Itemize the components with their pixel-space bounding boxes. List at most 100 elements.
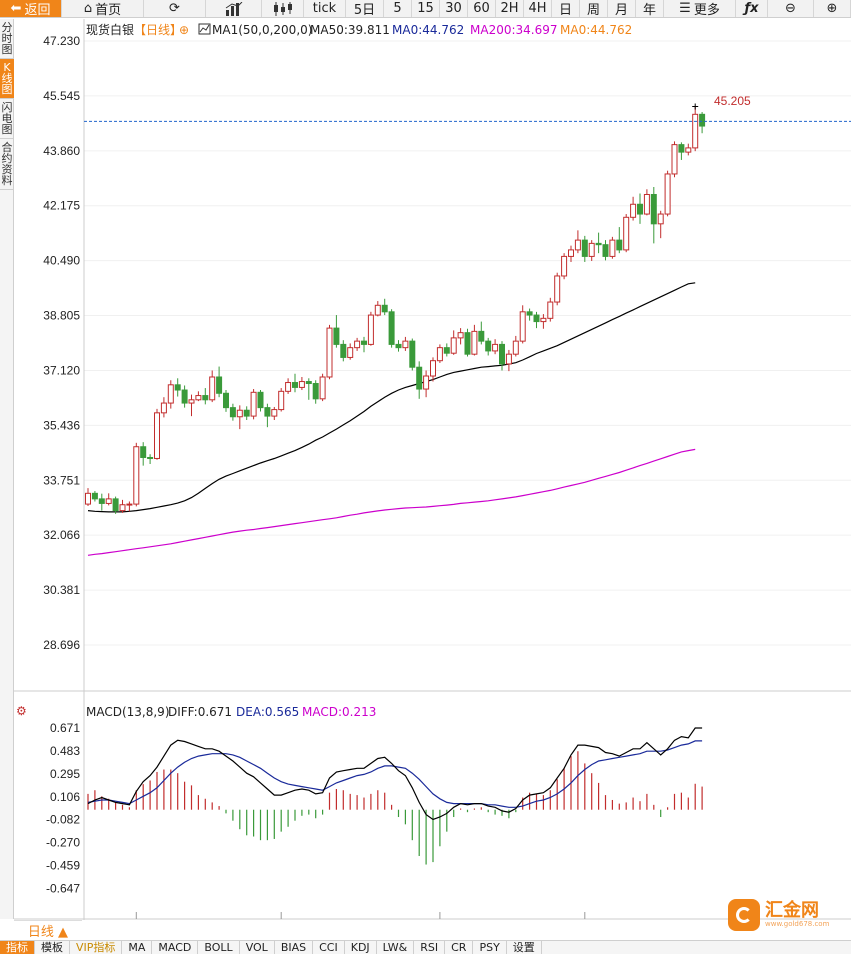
legend-period[interactable]: 【日线】	[134, 23, 182, 37]
tab-ma[interactable]: MA	[122, 941, 153, 954]
legend-ma200: MA200:34.697	[470, 23, 558, 37]
tab-rsi[interactable]: RSI	[414, 941, 446, 954]
price-tick-label: 47.230	[43, 34, 80, 48]
more-label: 更多	[693, 3, 720, 18]
candle-body-up	[519, 311, 526, 342]
tab-kdj[interactable]: KDJ	[345, 941, 377, 954]
tab-bias[interactable]: BIAS	[275, 941, 314, 954]
candle	[326, 324, 333, 380]
formula-button[interactable]: ƒx	[736, 0, 768, 17]
candle	[126, 501, 133, 512]
candle-body-up	[512, 340, 519, 355]
candle-body-down	[499, 343, 505, 365]
tab-macd[interactable]: MACD	[152, 941, 199, 954]
candle	[188, 394, 195, 417]
side-tab-timeshare[interactable]: 分时图	[0, 19, 14, 59]
candle-body-up	[623, 216, 630, 251]
last-price-label: 45.205	[714, 94, 751, 108]
candle	[367, 311, 374, 346]
chart-type-button[interactable]	[206, 0, 262, 17]
fx-icon: ƒx	[744, 1, 759, 16]
side-tab-contract[interactable]: 合约资料	[0, 139, 14, 190]
period-30-button[interactable]: 30	[440, 0, 468, 17]
candle	[416, 361, 423, 399]
candle	[423, 370, 430, 398]
home-button[interactable]: ⌂ 首页	[62, 0, 144, 18]
macd-tick-label: -0.459	[46, 859, 80, 873]
indicator-chart-icon-line	[199, 24, 210, 33]
tab-vol[interactable]: VOL	[240, 941, 275, 954]
period-4h-button[interactable]: 4H	[524, 0, 552, 17]
candle	[499, 341, 505, 371]
tab-lw[interactable]: LW&	[377, 941, 415, 954]
period-15-button[interactable]: 15	[412, 0, 440, 17]
tab-boll[interactable]: BOLL	[198, 941, 240, 954]
macd-legend: ⚙ MACD(13,8,9) DIFF:0.671 DEA:0.565 MACD…	[16, 704, 376, 719]
tab-vip-indicator[interactable]: VIP指标	[70, 941, 123, 954]
watermark-logo-icon	[728, 899, 760, 931]
more-button[interactable]: ☰ 更多	[664, 0, 736, 18]
chart-area[interactable]: 47.230 45.545 43.860 42.175 40.490 38.805 37.1…	[0, 19, 851, 920]
candle-body-down	[650, 193, 657, 225]
tab-template[interactable]: 模板	[35, 941, 70, 954]
candle-body-down	[388, 311, 395, 345]
zoom-in-button[interactable]: ⊕	[814, 0, 851, 17]
candle	[657, 210, 664, 239]
period-month-button[interactable]: 月	[608, 0, 636, 18]
candle-body-up	[133, 446, 140, 505]
candle	[209, 370, 216, 403]
candle	[216, 366, 223, 398]
period-60-button[interactable]: 60	[468, 0, 496, 17]
period-week-button[interactable]: 周	[580, 0, 608, 18]
candle	[450, 330, 457, 355]
tab-cci[interactable]: CCI	[313, 941, 345, 954]
macd-tick-label: -0.270	[46, 836, 80, 850]
candle	[643, 189, 650, 216]
bar-chart-icon	[225, 1, 242, 16]
period-day-button[interactable]: 日	[552, 0, 580, 18]
candle	[526, 308, 533, 321]
macd-tick-label: -0.647	[46, 882, 80, 896]
tab-settings[interactable]: 设置	[507, 941, 542, 954]
macd-settings-icon[interactable]: ⚙	[16, 704, 27, 718]
back-button[interactable]: ⬅ 返回	[0, 0, 62, 18]
candle-body-up	[540, 317, 547, 323]
candle	[678, 142, 685, 160]
candle	[243, 406, 250, 421]
candle-body-up	[630, 203, 637, 218]
candle-body-up	[561, 255, 568, 277]
candle-body-up	[126, 503, 133, 506]
tick-button[interactable]: tick	[304, 0, 346, 17]
period-5-button[interactable]: 5	[384, 0, 412, 17]
tab-psy[interactable]: PSY	[473, 941, 507, 954]
zoom-out-icon: ⊖	[785, 1, 796, 16]
candle	[637, 193, 643, 224]
ma200-line	[87, 448, 696, 556]
period-selector[interactable]: 日线 ▲	[14, 920, 82, 940]
side-tab-kline[interactable]: K线图	[0, 59, 14, 99]
candle-body-down	[409, 340, 416, 368]
candle	[671, 141, 678, 178]
candle-body-up	[167, 384, 174, 404]
candle-body-up	[278, 390, 285, 411]
tab-indicator[interactable]: 指标	[0, 941, 35, 954]
period-year-button[interactable]: 年	[636, 0, 664, 18]
zoom-out-button[interactable]: ⊖	[768, 0, 814, 17]
candle	[333, 315, 340, 348]
candle	[85, 488, 91, 507]
macd-diff-polyline	[87, 727, 703, 821]
tab-cr[interactable]: CR	[445, 941, 474, 954]
candle	[105, 493, 112, 506]
period-2h-button[interactable]: 2H	[496, 0, 524, 17]
candle	[271, 406, 278, 421]
candlestick-icon	[273, 1, 292, 16]
candle-body-up	[188, 399, 195, 404]
candlestick-button[interactable]	[262, 0, 304, 17]
candle-body-down	[526, 311, 533, 316]
candle	[512, 335, 519, 357]
side-tab-flash[interactable]: 闪电图	[0, 99, 14, 139]
refresh-button[interactable]: ⟳	[144, 0, 206, 17]
legend-settings-icon[interactable]: ⊕	[179, 23, 189, 37]
period-5d-button[interactable]: 5日	[346, 0, 384, 18]
price-legend: 现货白银 【日线】 ⊕ MA1(50,0,200,0) MA50:39.811 …	[86, 22, 632, 37]
